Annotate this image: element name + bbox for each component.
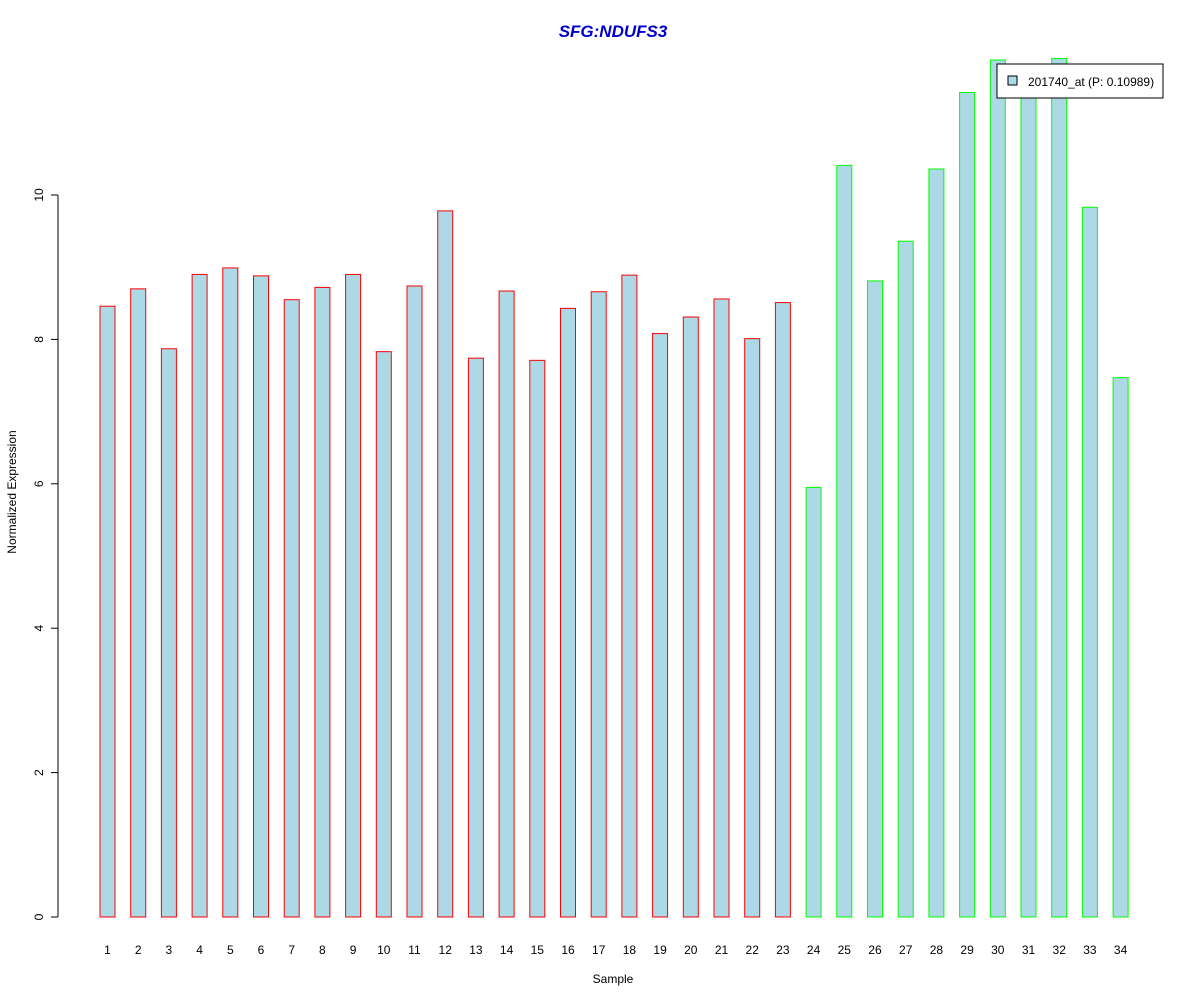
- y-tick-label: 2: [32, 769, 46, 776]
- y-tick-label: 0: [32, 913, 46, 920]
- x-tick-label: 27: [899, 943, 913, 957]
- x-tick-label: 24: [807, 943, 821, 957]
- bar: [744, 338, 761, 918]
- x-tick-label: 22: [746, 943, 760, 957]
- bar: [191, 273, 208, 918]
- x-tick-label: 29: [960, 943, 974, 957]
- x-tick-label: 12: [439, 943, 453, 957]
- y-tick-label: 6: [32, 480, 46, 487]
- x-tick-label: 16: [561, 943, 575, 957]
- x-tick-label: 21: [715, 943, 729, 957]
- chart-title: SFG:NDUFS3: [559, 22, 668, 41]
- bar: [805, 486, 822, 918]
- y-axis-title: Normalized Expression: [5, 430, 19, 553]
- bar: [959, 91, 976, 918]
- bar: [836, 164, 853, 918]
- bar: [375, 351, 392, 918]
- legend: 201740_at (P: 0.10989): [996, 63, 1164, 99]
- x-tick-label: 28: [930, 943, 944, 957]
- x-tick-label: 7: [288, 943, 295, 957]
- x-tick-label: 32: [1053, 943, 1067, 957]
- bar: [1081, 206, 1098, 918]
- bar: [498, 290, 515, 918]
- bars-group: [99, 58, 1129, 918]
- x-tick-label: 11: [408, 943, 421, 957]
- bar: [222, 267, 239, 918]
- x-tick-label: 25: [838, 943, 852, 957]
- x-tick-label: 33: [1083, 943, 1097, 957]
- bar: [1020, 87, 1037, 918]
- x-tick-label: 5: [227, 943, 234, 957]
- x-tick-label: 18: [623, 943, 637, 957]
- y-tick-label: 10: [32, 188, 46, 202]
- bar: [928, 168, 945, 918]
- x-tick-label: 26: [868, 943, 882, 957]
- x-tick-label: 3: [166, 943, 173, 957]
- bar: [989, 59, 1006, 918]
- x-tick-label: 6: [258, 943, 265, 957]
- x-axis-title: Sample: [593, 972, 634, 986]
- bar: [867, 280, 883, 918]
- y-tick-label: 8: [32, 336, 46, 343]
- x-tick-label: 14: [500, 943, 514, 957]
- x-tick-label: 13: [469, 943, 483, 957]
- y-tick-label: 4: [32, 625, 46, 632]
- x-tick-label: 17: [592, 943, 606, 957]
- bar: [713, 298, 730, 918]
- x-tick-label: 31: [1022, 943, 1036, 957]
- bar: [467, 357, 484, 918]
- x-tick-label: 10: [377, 943, 391, 957]
- bar: [652, 333, 669, 918]
- bar: [1051, 58, 1068, 918]
- bar: [99, 305, 116, 918]
- bar: [774, 302, 791, 918]
- legend-swatch: [1007, 75, 1018, 86]
- bar: [1112, 377, 1129, 918]
- bar: [590, 291, 607, 918]
- bar: [682, 316, 699, 918]
- x-tick-label: 23: [776, 943, 790, 957]
- bar: [560, 307, 576, 918]
- bar: [314, 286, 331, 918]
- x-tick-label: 30: [991, 943, 1005, 957]
- x-tick-label: 19: [653, 943, 667, 957]
- bar: [621, 274, 638, 918]
- bar: [437, 210, 454, 918]
- bar: [529, 359, 546, 918]
- bar: [130, 288, 147, 918]
- y-axis: 0 2 4 6 8 10: [32, 188, 59, 920]
- x-tick-label: 9: [350, 943, 357, 957]
- x-tick-label: 15: [531, 943, 545, 957]
- bar: [406, 285, 423, 918]
- x-tick-label: 2: [135, 943, 142, 957]
- x-tick-labels: 1 2 3 4 5 6 7 8 9 10 11 12 13 14 15 16 17 18 19 20 21 22 23 24 2…: [104, 943, 1127, 957]
- x-tick-label: 4: [196, 943, 203, 957]
- legend-label: 201740_at (P: 0.10989): [1028, 75, 1154, 89]
- x-tick-label: 20: [684, 943, 698, 957]
- bar: [253, 275, 269, 918]
- bar: [283, 299, 300, 918]
- bar: [345, 273, 362, 918]
- x-tick-label: 34: [1114, 943, 1128, 957]
- bar: [160, 348, 177, 918]
- x-tick-label: 1: [104, 943, 111, 957]
- legend-box: [996, 63, 1164, 99]
- x-tick-label: 8: [319, 943, 326, 957]
- bar: [897, 240, 914, 918]
